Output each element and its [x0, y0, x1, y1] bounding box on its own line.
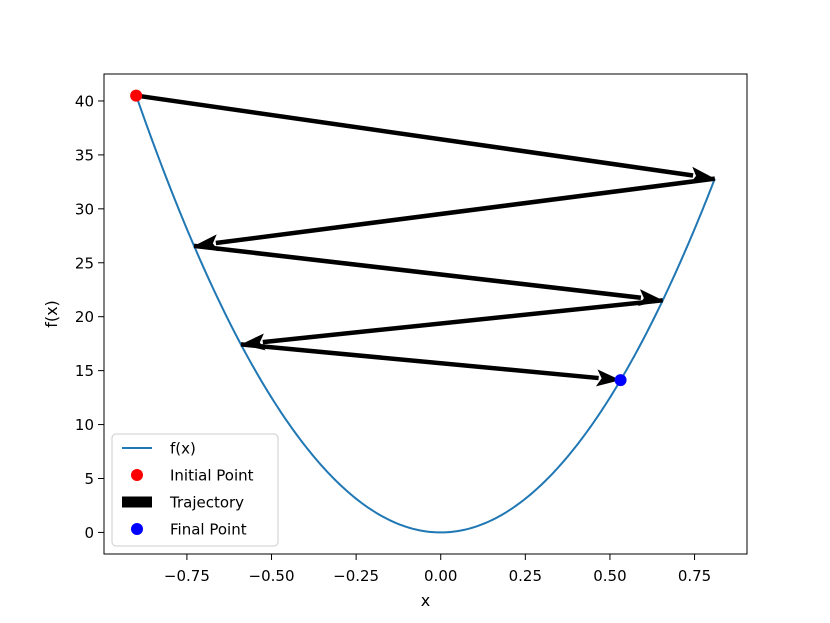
legend: f(x) Initial Point Trajectory Final Point	[111, 433, 279, 547]
x-tick-label: 0.25	[509, 567, 542, 585]
x-tick-label: 0.00	[424, 567, 457, 585]
trajectory-segment	[240, 342, 599, 381]
y-axis-label: f(x)	[42, 300, 61, 328]
trajectory-segment	[135, 93, 694, 178]
legend-label: Final Point	[170, 521, 247, 539]
legend-patch-swatch	[122, 496, 152, 508]
x-tick-label: 0.75	[678, 567, 711, 585]
y-tick-label: 5	[84, 470, 94, 488]
trajectory-segment	[193, 243, 642, 300]
y-axis: 0 5 10 15 20 25 30 35 40	[75, 92, 104, 542]
final-point-marker	[614, 374, 627, 387]
initial-point-marker	[130, 89, 143, 102]
plot-area-frame	[103, 73, 748, 555]
legend-dot-swatch	[131, 469, 143, 481]
trajectory-layer	[135, 93, 716, 387]
y-tick-label: 35	[75, 146, 94, 164]
legend-dot-swatch	[131, 523, 143, 535]
legend-label: Trajectory	[169, 494, 244, 512]
legend-box	[111, 433, 279, 547]
y-tick-label: 15	[75, 362, 94, 380]
y-tick-label: 20	[75, 308, 94, 326]
x-tick-label: −0.75	[164, 567, 210, 585]
x-tick-label: −0.25	[333, 567, 379, 585]
trajectory-arrowhead	[595, 369, 621, 387]
x-axis: −0.75 −0.50 −0.25 0.00 0.25 0.50 0.75	[164, 554, 711, 585]
y-tick-label: 0	[84, 524, 94, 542]
y-tick-label: 10	[75, 416, 94, 434]
y-tick-label: 30	[75, 200, 94, 218]
y-tick-label: 40	[75, 92, 94, 110]
points-layer	[130, 89, 627, 387]
trajectory-segment	[262, 298, 664, 345]
trajectory-segment	[215, 176, 716, 246]
legend-label: f(x)	[170, 440, 196, 458]
x-tick-label: 0.50	[593, 567, 626, 585]
y-tick-label: 25	[75, 254, 94, 272]
x-tick-label: −0.50	[249, 567, 295, 585]
x-axis-label: x	[421, 591, 430, 610]
legend-label: Initial Point	[170, 467, 254, 485]
